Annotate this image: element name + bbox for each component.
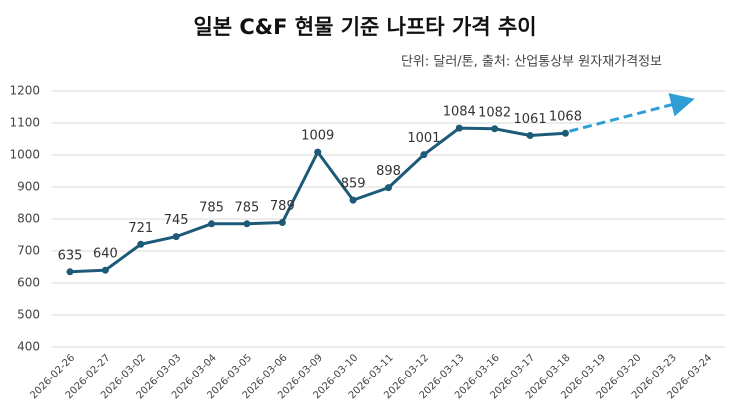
data-point [243,220,251,228]
data-point [561,129,569,137]
data-label: 859 [341,177,366,192]
data-point [66,268,74,276]
data-point [349,196,357,204]
data-label: 898 [376,164,401,179]
data-label: 640 [93,247,118,262]
y-tick-label: 1200 [9,84,40,98]
data-point [420,151,428,159]
data-point [491,125,499,133]
data-point [172,233,180,241]
trend-arrow [569,93,695,133]
data-label: 1009 [301,129,334,144]
data-label: 785 [235,200,260,215]
data-label: 745 [164,213,189,228]
y-tick-label: 900 [17,180,40,194]
y-tick-label: 500 [17,308,40,322]
data-label: 1001 [407,131,440,146]
y-tick-label: 1100 [9,116,40,130]
y-tick-label: 600 [17,276,40,290]
data-label: 721 [128,221,153,236]
data-label: 785 [199,200,224,215]
y-tick-label: 800 [17,212,40,226]
chart-subtitle: 단위: 달러/톤, 출처: 산업통상부 원자재가격정보 [401,55,662,70]
data-point [101,266,109,274]
y-tick-label: 1000 [9,148,40,162]
data-point [455,124,463,132]
data-point [385,184,392,192]
data-point [137,240,145,248]
data-label: 789 [270,199,295,214]
data-label: 1082 [478,105,511,120]
data-point [526,131,534,139]
y-tick-label: 700 [17,244,40,258]
data-point [278,219,286,227]
data-label: 1068 [549,110,582,125]
data-point [208,220,216,228]
chart-title: 일본 C&F 현물 기준 나프타 가격 추이 [193,15,536,39]
data-label: 635 [58,248,83,263]
y-tick-label: 400 [17,340,40,354]
data-label: 1061 [514,112,547,127]
data-point [314,148,322,156]
data-label: 1084 [443,105,476,120]
